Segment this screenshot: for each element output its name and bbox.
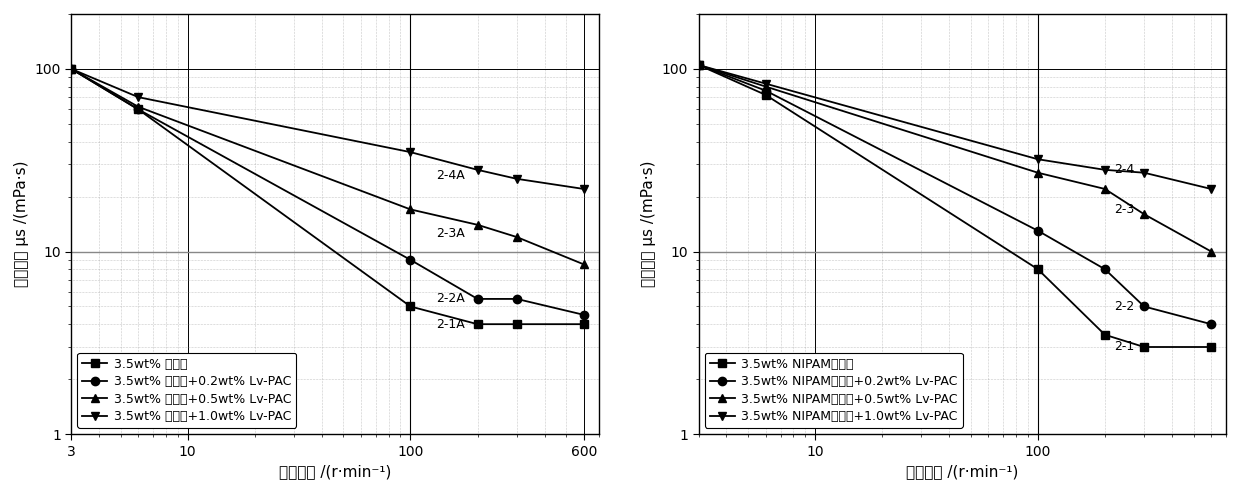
X-axis label: 剪切速率 /(r·min⁻¹): 剪切速率 /(r·min⁻¹) (279, 464, 391, 479)
Text: 2-4: 2-4 (1114, 163, 1135, 176)
Text: 2-4A: 2-4A (436, 169, 465, 182)
X-axis label: 剪切速率 /(r·min⁻¹): 剪切速率 /(r·min⁻¹) (906, 464, 1018, 479)
Y-axis label: 表观粘度 μs /(mPa·s): 表观粘度 μs /(mPa·s) (641, 161, 656, 287)
Legend: 3.5wt% 膨润土, 3.5wt% 膨润土+0.2wt% Lv-PAC, 3.5wt% 膨润土+0.5wt% Lv-PAC, 3.5wt% 膨润土+1.0wt: 3.5wt% 膨润土, 3.5wt% 膨润土+0.2wt% Lv-PAC, 3.… (77, 353, 296, 428)
Text: 2-2: 2-2 (1114, 300, 1135, 313)
Text: 2-3: 2-3 (1114, 203, 1135, 216)
Text: 2-3A: 2-3A (436, 227, 465, 240)
Text: 2-1: 2-1 (1114, 341, 1135, 353)
Y-axis label: 表观粘度 μs /(mPa·s): 表观粘度 μs /(mPa·s) (14, 161, 29, 287)
Text: 2-1A: 2-1A (436, 317, 465, 331)
Text: 2-2A: 2-2A (436, 292, 465, 306)
Legend: 3.5wt% NIPAM膨润土, 3.5wt% NIPAM膨润土+0.2wt% Lv-PAC, 3.5wt% NIPAM膨润土+0.5wt% Lv-PAC, 3: 3.5wt% NIPAM膨润土, 3.5wt% NIPAM膨润土+0.2wt% … (704, 353, 962, 428)
